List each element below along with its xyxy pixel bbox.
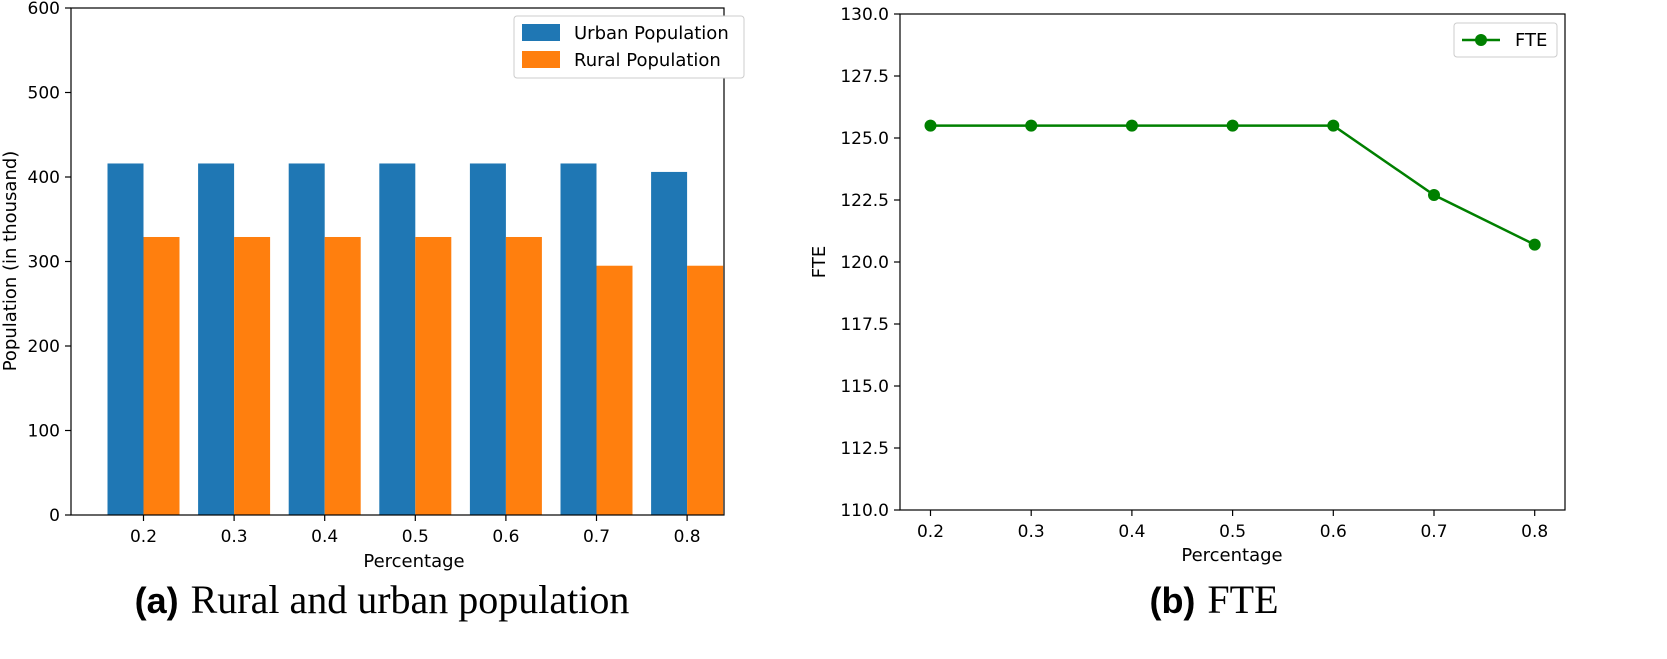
x-tick-label: 0.7 — [583, 527, 610, 547]
x-tick-label: 0.4 — [1118, 522, 1145, 542]
y-tick-label: 125.0 — [840, 129, 889, 149]
bar-rural-0.3 — [234, 236, 271, 515]
x-axis-label-a: Percentage — [363, 551, 464, 572]
bar-rural-0.4 — [324, 236, 361, 515]
y-tick-label: 117.5 — [840, 315, 889, 335]
line-series-fte — [924, 119, 1541, 251]
legend-label-urban: Urban Population — [574, 23, 729, 44]
bar-urban-0.6 — [469, 163, 506, 516]
y-tick-label: 600 — [28, 0, 60, 19]
bar-rural-0.5 — [415, 236, 452, 515]
bar-urban-0.5 — [379, 163, 416, 516]
x-tick-label: 0.5 — [402, 527, 429, 547]
y-tick-label: 120.0 — [840, 253, 889, 273]
bar-urban-0.7 — [560, 163, 597, 516]
caption-a: (a) Rural and urban population — [135, 577, 630, 622]
fte-point-0.4 — [1125, 119, 1138, 132]
bar-urban-0.3 — [198, 163, 235, 516]
x-tick-label: 0.8 — [674, 527, 701, 547]
y-tick-label: 500 — [28, 84, 60, 104]
plot-frame-b — [899, 13, 1566, 511]
x-axis-b: 0.2 0.3 0.4 0.5 0.6 0.7 0.8 — [917, 510, 1548, 542]
y-tick-label: 400 — [28, 168, 60, 188]
legend-b: FTE — [1453, 22, 1558, 58]
fte-point-0.2 — [924, 119, 937, 132]
legend-label-fte: FTE — [1515, 30, 1547, 51]
x-tick-label: 0.7 — [1420, 522, 1447, 542]
legend-a: Urban Population Rural Population — [513, 15, 745, 79]
y-axis-a: 0 100 200 300 400 500 600 — [28, 0, 71, 526]
y-tick-label: 100 — [28, 422, 60, 442]
y-tick-label: 127.5 — [840, 67, 889, 87]
fte-point-0.6 — [1327, 119, 1340, 132]
legend-swatch-rural — [522, 51, 560, 68]
legend-swatch-urban — [522, 24, 560, 41]
bar-urban-0.4 — [288, 163, 325, 516]
caption-text-b: FTE — [1207, 577, 1278, 622]
bar-rural-0.2 — [143, 236, 180, 515]
bar-urban-0.2 — [107, 163, 144, 516]
caption-b: (b) FTE — [1149, 577, 1278, 622]
legend-box-b — [1453, 22, 1558, 58]
y-tick-label: 110.0 — [840, 501, 889, 521]
bar-rural-0.6 — [505, 236, 542, 515]
y-tick-label: 115.0 — [840, 377, 889, 397]
fte-point-0.7 — [1428, 189, 1440, 202]
fte-line — [930, 124, 1536, 246]
y-axis-label-a: Population (in thousand) — [0, 151, 21, 372]
fte-point-0.5 — [1226, 119, 1239, 132]
y-axis-b: 110.0 112.5 115.0 117.5 120.0 122.5 125.0 127.5… — [840, 5, 900, 521]
legend-marker-fte — [1475, 34, 1487, 46]
y-tick-label: 300 — [28, 253, 60, 273]
y-tick-label: 200 — [28, 337, 60, 357]
y-tick-label: 122.5 — [840, 191, 889, 211]
legend-box-a — [513, 15, 745, 79]
x-tick-label: 0.8 — [1521, 522, 1548, 542]
y-axis-label-b: FTE — [809, 246, 830, 278]
x-tick-label: 0.4 — [311, 527, 338, 547]
caption-text-a: Rural and urban population — [191, 577, 630, 622]
fte-point-0.8 — [1528, 238, 1541, 251]
caption-label-b: (b) — [1149, 580, 1195, 621]
y-tick-label: 0 — [49, 506, 60, 526]
x-tick-label: 0.3 — [221, 527, 248, 547]
x-axis-a: 0.2 0.3 0.4 0.5 0.6 0.7 0.8 — [130, 515, 701, 547]
y-tick-label: 130.0 — [840, 5, 889, 25]
x-tick-label: 0.2 — [130, 527, 157, 547]
bar-rural-0.7 — [596, 265, 633, 515]
x-tick-label: 0.2 — [917, 522, 944, 542]
x-tick-label: 0.3 — [1018, 522, 1045, 542]
bar-urban-0.8 — [651, 171, 688, 515]
x-tick-label: 0.5 — [1219, 522, 1246, 542]
legend-label-rural: Rural Population — [574, 50, 721, 71]
x-tick-label: 0.6 — [492, 527, 519, 547]
y-tick-label: 112.5 — [840, 439, 889, 459]
fte-point-0.3 — [1025, 119, 1038, 132]
bar-rural-0.8 — [687, 265, 724, 515]
line-chart-panel: 110.0 112.5 115.0 117.5 120.0 122.5 125.0 127.5… — [809, 5, 1566, 622]
caption-label-a: (a) — [135, 580, 179, 621]
bar-group — [107, 163, 724, 516]
x-tick-label: 0.6 — [1320, 522, 1347, 542]
x-axis-label-b: Percentage — [1181, 545, 1282, 566]
